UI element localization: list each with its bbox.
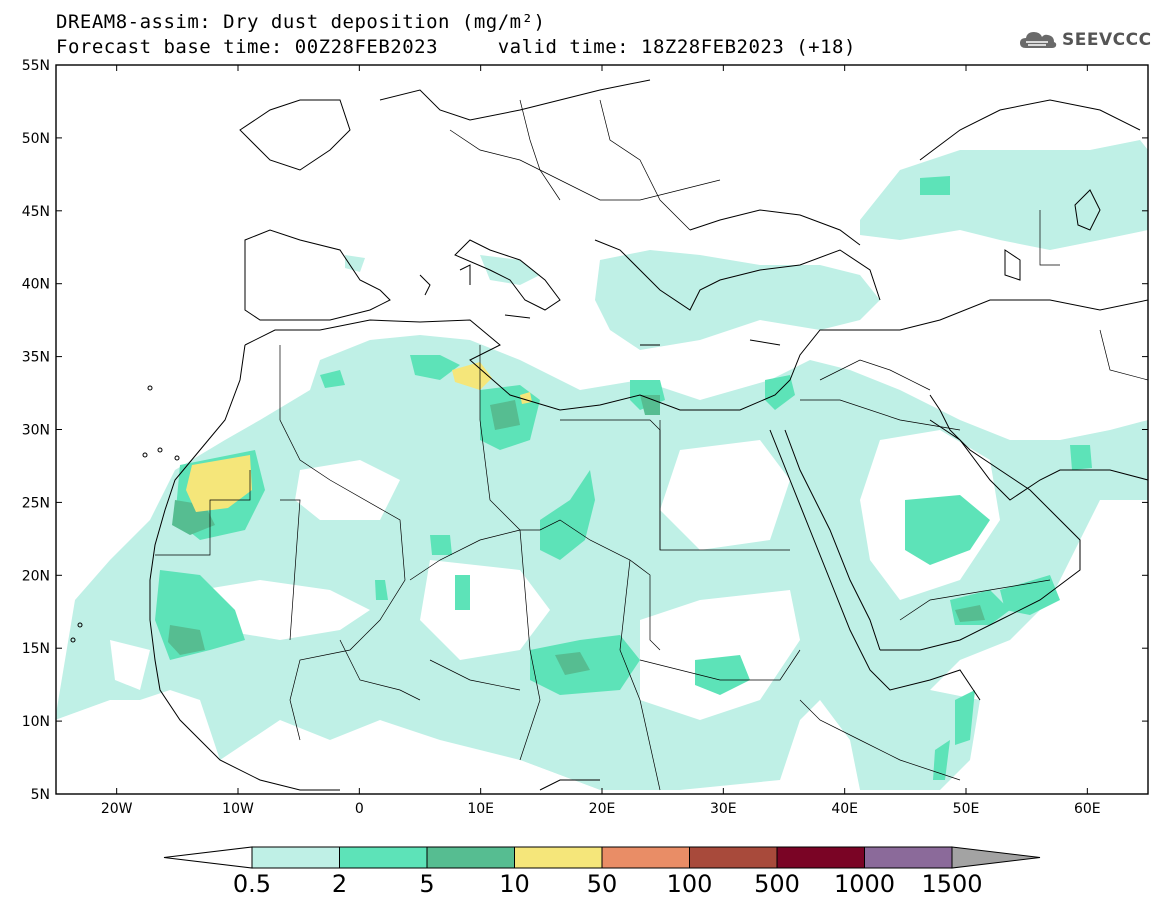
lat-tick-label: 35N: [22, 350, 50, 366]
lat-tick-label: 45N: [22, 204, 50, 220]
colorbar-swatch: [339, 846, 428, 869]
lon-tick-label: 20W: [101, 801, 133, 817]
colorbar-label: 100: [667, 870, 713, 898]
cloud-icon: [1020, 32, 1057, 48]
country-borders: [155, 99, 1149, 791]
lon-tick-label: 60E: [1074, 801, 1101, 817]
colorbar-swatch: [251, 846, 340, 869]
lat-tick-label: 30N: [22, 423, 50, 439]
lon-tick-label: 0: [355, 801, 364, 817]
latitude-axis: 55N 50N 45N 40N 35N 30N 25N 20N 15N 10N 5N: [22, 58, 1148, 803]
coastlines: [149, 79, 1149, 791]
colorbar-label: 50: [587, 870, 618, 898]
colorbar-label: 0.5: [233, 870, 271, 898]
colorbar-label: 1500: [921, 870, 982, 898]
colorbar-swatch: [514, 846, 603, 869]
colorbar-label: 2: [332, 870, 347, 898]
lat-tick-label: 15N: [22, 641, 50, 657]
longitude-axis: 20W 10W 0 10E 20E 30E 40E 50E 60E: [101, 65, 1101, 817]
lat-tick-label: 40N: [22, 277, 50, 293]
lat-tick-label: 55N: [22, 58, 50, 74]
colorbar-under-triangle: [163, 846, 253, 869]
lat-tick-label: 5N: [31, 787, 50, 803]
colorbar-swatch: [776, 846, 865, 869]
colorbar-label: 500: [754, 870, 800, 898]
logo-text: SEEVCCC: [1062, 30, 1152, 50]
lon-tick-label: 50E: [953, 801, 980, 817]
lon-tick-label: 30E: [710, 801, 737, 817]
islands: [70, 264, 781, 643]
colorbar-swatch: [689, 846, 778, 869]
colorbar-swatch: [601, 846, 690, 869]
lat-tick-label: 20N: [22, 568, 50, 584]
lon-tick-label: 20E: [589, 801, 616, 817]
colorbar-label: 1000: [834, 870, 895, 898]
seevccc-logo: SEEVCCC: [1018, 28, 1152, 52]
colorbar-label: 5: [419, 870, 434, 898]
lat-tick-label: 50N: [22, 131, 50, 147]
lat-tick-label: 25N: [22, 495, 50, 511]
map-title-line1: DREAM8-assim: Dry dust deposition (mg/m²…: [56, 11, 546, 33]
lon-tick-label: 10E: [467, 801, 494, 817]
colorbar-over-triangle: [951, 846, 1041, 869]
lat-tick-label: 10N: [22, 714, 50, 730]
colorbar-label: 10: [499, 870, 530, 898]
colorbar-swatch: [864, 846, 953, 869]
lon-tick-label: 10W: [222, 801, 254, 817]
colorbar: 0.5 2 5 10 50 100 500 1000 1500: [163, 846, 1041, 898]
lon-tick-label: 40E: [831, 801, 858, 817]
colorbar-swatch: [426, 846, 515, 869]
dust-field: [55, 140, 1148, 790]
map-title-line2: Forecast base time: 00Z28FEB2023 valid t…: [56, 36, 856, 58]
